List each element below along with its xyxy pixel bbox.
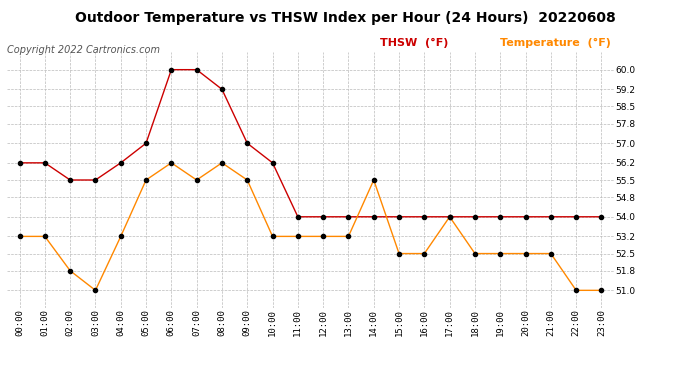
Text: Outdoor Temperature vs THSW Index per Hour (24 Hours)  20220608: Outdoor Temperature vs THSW Index per Ho… <box>75 11 615 25</box>
Text: Copyright 2022 Cartronics.com: Copyright 2022 Cartronics.com <box>7 45 160 55</box>
Text: THSW  (°F): THSW (°F) <box>380 38 448 48</box>
Text: Temperature  (°F): Temperature (°F) <box>500 38 611 48</box>
